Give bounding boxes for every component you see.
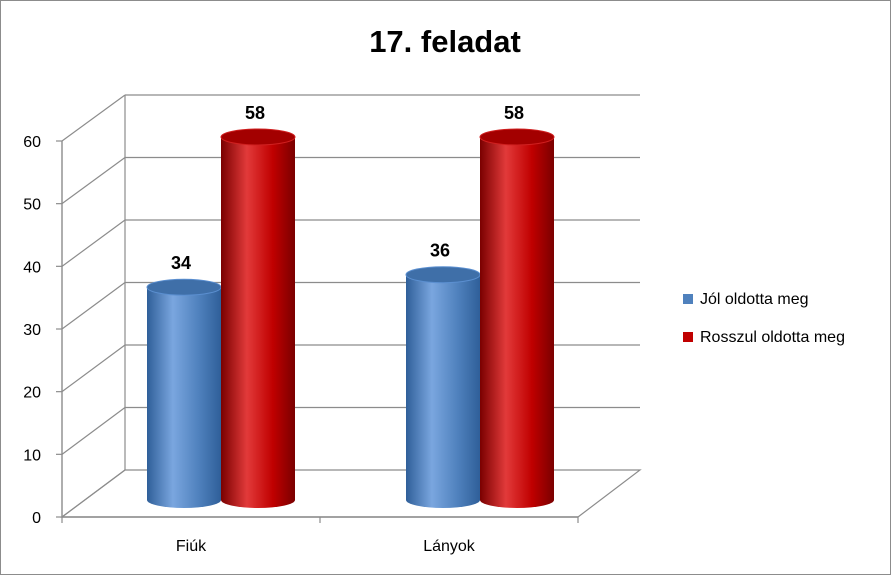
data-label: 36 xyxy=(430,241,450,261)
bar-body xyxy=(147,287,221,508)
y-tick-label: 60 xyxy=(23,134,41,151)
side-gridline xyxy=(61,407,126,455)
legend: Jól oldotta meg Rosszul oldotta meg xyxy=(683,291,845,346)
bars xyxy=(146,128,555,508)
side-gridline xyxy=(61,469,126,518)
side-gridline xyxy=(61,344,126,393)
legend-label: Jól oldotta meg xyxy=(700,291,809,308)
side-gridline xyxy=(61,282,126,330)
axes: 0 10 20 30 40 50 60 Fiúk Lányok xyxy=(23,94,642,555)
chart-title: 17. feladat xyxy=(369,24,521,59)
bar xyxy=(220,128,296,508)
data-label: 58 xyxy=(245,103,265,123)
y-tick-label: 20 xyxy=(23,385,41,402)
y-tick-label: 30 xyxy=(23,322,41,339)
legend-swatch xyxy=(683,332,693,342)
bar xyxy=(405,266,481,508)
bar xyxy=(479,128,555,508)
bar-body xyxy=(480,137,554,508)
legend-swatch xyxy=(683,294,693,304)
data-label: 58 xyxy=(504,103,524,123)
bar-top xyxy=(146,278,222,296)
y-tick-label: 10 xyxy=(23,447,41,464)
bar-body xyxy=(221,137,295,508)
x-tick-label: Fiúk xyxy=(176,538,207,555)
bar xyxy=(146,278,222,508)
side-gridline xyxy=(61,219,126,267)
data-label: 34 xyxy=(171,253,191,273)
y-tick-label: 40 xyxy=(23,259,41,276)
bar-body xyxy=(406,274,480,508)
y-tick-label: 0 xyxy=(32,510,41,527)
data-labels: 34 36 58 58 xyxy=(171,103,524,273)
bar-top xyxy=(405,266,481,284)
side-gridline xyxy=(61,157,126,205)
x-tick-label: Lányok xyxy=(423,538,476,555)
legend-label: Rosszul oldotta meg xyxy=(700,329,845,346)
bar-top xyxy=(479,128,555,146)
y-tick-label: 50 xyxy=(23,197,41,214)
side-gridline xyxy=(61,94,126,142)
bar-top xyxy=(220,128,296,146)
